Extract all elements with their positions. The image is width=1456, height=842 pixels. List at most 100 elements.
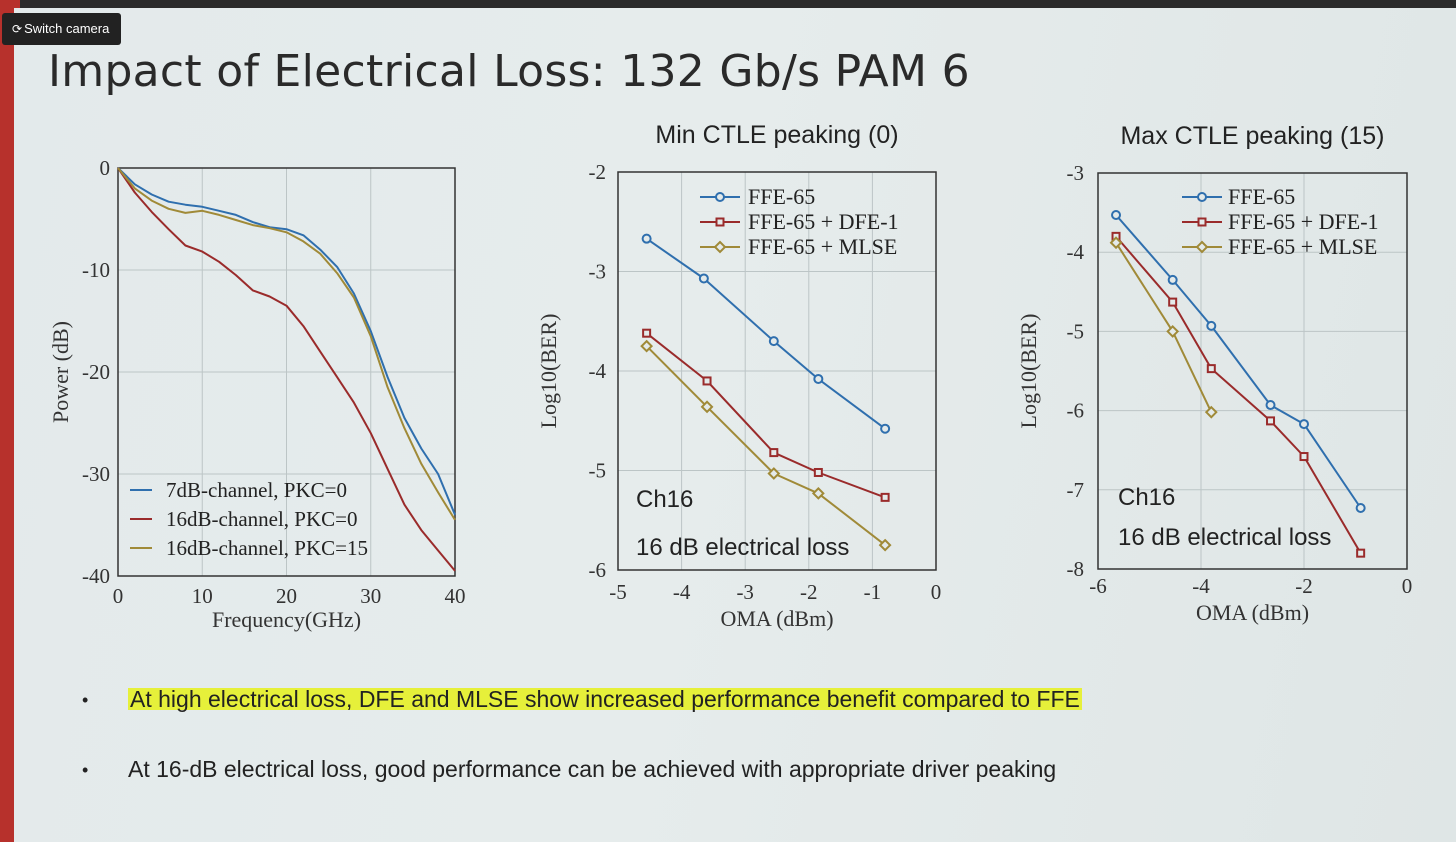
legend-label: FFE-65 + DFE-1 bbox=[1228, 209, 1379, 234]
data-point bbox=[641, 233, 652, 244]
bullet-item: • At 16-dB electrical loss, good performa… bbox=[78, 756, 1082, 826]
data-point bbox=[1265, 400, 1276, 411]
x-tick-label: 30 bbox=[360, 584, 381, 608]
series-line bbox=[117, 167, 456, 521]
x-tick-label: -4 bbox=[1192, 574, 1210, 598]
chart-1: 0 10 20 30 40 0 -10 -20 -30 -40 Frequency(GHz) Powe… bbox=[48, 156, 466, 632]
y-tick-label: -8 bbox=[1067, 557, 1085, 581]
data-point bbox=[702, 376, 712, 386]
x-tick-label: 10 bbox=[192, 584, 213, 608]
chart-title: Max CTLE peaking (15) bbox=[1120, 122, 1384, 150]
y-tick-label: -4 bbox=[589, 359, 607, 383]
bullet-dot: • bbox=[82, 690, 89, 710]
data-point bbox=[813, 373, 824, 384]
data-point bbox=[1195, 240, 1209, 254]
plot-frame bbox=[617, 171, 937, 571]
y-tick-label: -4 bbox=[1067, 240, 1085, 264]
legend-label: FFE-65 + MLSE bbox=[748, 234, 897, 259]
data-point bbox=[715, 217, 725, 227]
data-point bbox=[1266, 416, 1276, 426]
y-tick-label: -6 bbox=[1067, 399, 1085, 423]
data-point bbox=[878, 538, 892, 552]
y-tick-label: -30 bbox=[82, 462, 110, 486]
x-tick-label: 0 bbox=[113, 584, 124, 608]
data-point bbox=[1206, 364, 1216, 374]
switch-camera-label: Switch camera bbox=[24, 21, 110, 36]
legend-label: 7dB-channel, PKC=0 bbox=[166, 478, 347, 502]
bullet-dot: • bbox=[82, 760, 89, 780]
bullet-text: At 16-dB electrical loss, good performan… bbox=[128, 756, 1057, 782]
x-tick-label: -2 bbox=[800, 580, 818, 604]
y-tick-label: -3 bbox=[1067, 161, 1085, 185]
y-tick-label: -20 bbox=[82, 360, 110, 384]
data-point bbox=[1299, 452, 1309, 462]
series-line bbox=[117, 167, 456, 516]
x-axis-label: Frequency(GHz) bbox=[212, 607, 361, 632]
data-point bbox=[1166, 324, 1180, 338]
x-tick-label: 20 bbox=[276, 584, 297, 608]
x-tick-label: 0 bbox=[1402, 574, 1413, 598]
data-point bbox=[769, 448, 779, 458]
data-point bbox=[880, 492, 890, 502]
legend-label: 16dB-channel, PKC=0 bbox=[166, 507, 358, 531]
x-tick-label: 40 bbox=[445, 584, 466, 608]
data-point bbox=[713, 240, 727, 254]
switch-camera-button[interactable]: ⟳ Switch camera bbox=[2, 13, 122, 45]
data-point bbox=[811, 486, 825, 500]
series-line bbox=[646, 237, 886, 430]
y-tick-label: -6 bbox=[589, 558, 607, 582]
legend-label: FFE-65 bbox=[1228, 184, 1295, 209]
data-point bbox=[768, 336, 779, 347]
x-tick-label: -1 bbox=[864, 580, 882, 604]
plot-frame bbox=[117, 167, 456, 577]
data-point bbox=[1299, 419, 1309, 430]
chart-3: -6 -4 -2 0 -3 -4 -5 -6 -7 -8 OMA (dBm) Log10(BER) Ma… bbox=[1016, 122, 1412, 625]
data-point bbox=[1111, 209, 1122, 220]
camera-switch-icon: ⟳ bbox=[12, 22, 23, 36]
data-point bbox=[813, 467, 823, 477]
x-tick-label: 0 bbox=[931, 580, 942, 604]
legend: 7dB-channel, PKC=0 16dB-channel, PKC=0 16d… bbox=[130, 478, 368, 560]
chart-annotation: 16 dB electrical loss bbox=[1118, 524, 1331, 551]
data-point bbox=[642, 328, 652, 338]
chart-annotation: 16 dB electrical loss bbox=[636, 534, 849, 561]
series-line bbox=[1115, 235, 1362, 554]
chart-annotation: Ch16 bbox=[1118, 484, 1175, 511]
plot-frame bbox=[1097, 172, 1408, 570]
data-point bbox=[880, 423, 891, 434]
bullet-list: • At high electrical loss, DFE and MLSE s… bbox=[78, 686, 1082, 826]
data-point bbox=[1168, 297, 1178, 307]
data-point bbox=[1204, 405, 1218, 419]
highlighted-bullet-text: At high electrical loss, DFE and MLSE sh… bbox=[128, 686, 1082, 712]
y-tick-label: -2 bbox=[589, 160, 607, 184]
y-tick-label: -3 bbox=[589, 260, 607, 284]
x-tick-label: -4 bbox=[673, 580, 691, 604]
y-tick-label: 0 bbox=[100, 156, 111, 180]
legend-label: FFE-65 + MLSE bbox=[1228, 234, 1377, 259]
data-point bbox=[1109, 236, 1123, 250]
y-axis-label: Log10(BER) bbox=[1016, 314, 1041, 429]
y-tick-label: -7 bbox=[1067, 478, 1085, 502]
y-tick-label: -10 bbox=[82, 258, 110, 282]
data-point bbox=[1356, 548, 1366, 558]
x-axis-label: OMA (dBm) bbox=[1196, 600, 1309, 625]
x-tick-label: -2 bbox=[1295, 574, 1313, 598]
data-point bbox=[700, 400, 714, 414]
data-point bbox=[1206, 320, 1217, 331]
data-point bbox=[640, 339, 654, 353]
y-tick-label: -40 bbox=[82, 564, 110, 588]
x-tick-label: -5 bbox=[609, 580, 627, 604]
legend-label: FFE-65 + DFE-1 bbox=[748, 209, 899, 234]
data-point bbox=[1197, 217, 1207, 227]
legend-label: FFE-65 bbox=[748, 184, 815, 209]
slide-title: Impact of Electrical Loss: 132 Gb/s PAM … bbox=[48, 46, 970, 97]
series-line bbox=[117, 167, 456, 572]
series-line bbox=[645, 332, 886, 499]
bullet-item: • At high electrical loss, DFE and MLSE s… bbox=[78, 686, 1082, 756]
data-point bbox=[767, 467, 781, 480]
legend-label: 16dB-channel, PKC=15 bbox=[166, 536, 368, 560]
